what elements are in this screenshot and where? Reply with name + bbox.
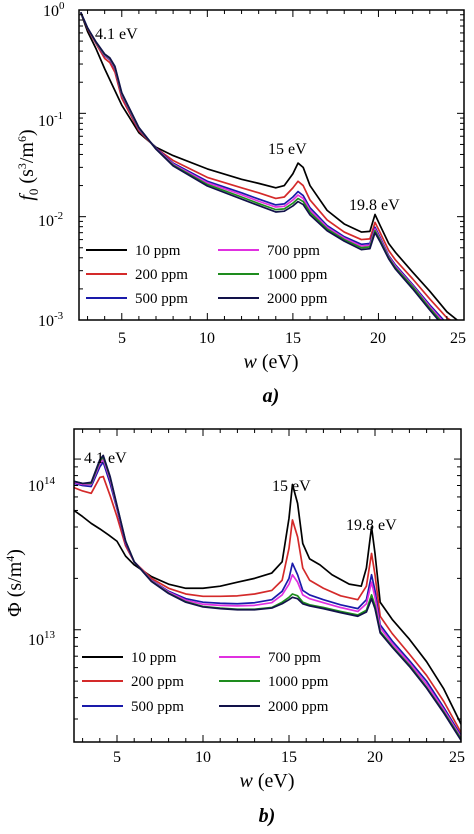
panel-a-legend: 10 ppm 200 ppm 500 ppm 700 ppm 1000 ppm … <box>86 243 328 307</box>
panel-a-label: a) <box>263 385 280 407</box>
panel-b-series-line-1000ppm <box>74 456 461 740</box>
panel-b-xtick-label-20: 20 <box>367 749 383 766</box>
panel-b-ticks <box>74 429 461 742</box>
panel-a-plot-frame <box>78 9 465 321</box>
panel-b-legend-label-200ppm: 200 ppm <box>131 674 184 690</box>
panel-b-xtick-label-25: 25 <box>449 749 465 766</box>
panel-b-legend-label-10ppm: 10 ppm <box>131 650 177 666</box>
panel-a-legend-label-500ppm: 500 ppm <box>135 291 188 307</box>
panel-a-ytick-label-1e-3: 10-3 <box>38 310 64 330</box>
panel-b-x-axis-title: w (eV) <box>240 770 295 792</box>
panel-b-series-line-500ppm <box>74 461 461 736</box>
panel-b-legend-label-2000ppm: 2000 ppm <box>268 699 329 715</box>
panel-b-curves <box>74 454 461 741</box>
panel-b-ytick-label-1e13: 1013 <box>28 629 56 649</box>
panel-a-ytick-label-1e-2: 10-2 <box>38 210 63 230</box>
panel-a-legend-label-10ppm: 10 ppm <box>135 243 181 259</box>
panel-a-annotation-19.8ev: 19.8 eV <box>349 197 400 214</box>
panel-a-xtick-label-10: 10 <box>199 330 215 347</box>
panel-b-plot-frame <box>73 428 462 743</box>
panel-a-legend-label-1000ppm: 1000 ppm <box>267 267 328 283</box>
panel-a-ytick-label-1e-1: 10-1 <box>38 110 63 130</box>
panel-a: 100 10-1 10-2 10-3 5 10 15 20 25 w (eV) … <box>15 0 466 407</box>
panel-a-xtick-label-20: 20 <box>370 330 386 347</box>
panel-a-annotation-15ev: 15 eV <box>268 141 307 158</box>
panel-a-xtick-label-5: 5 <box>118 330 126 347</box>
panel-a-xtick-label-15: 15 <box>285 330 301 347</box>
panel-a-series-line-200ppm <box>79 11 451 320</box>
panel-b-ytick-label-1e14: 1014 <box>28 475 56 495</box>
panel-b-annotation-19.8ev: 19.8 eV <box>346 517 397 534</box>
panel-b-legend: 10 ppm 200 ppm 500 ppm 700 ppm 1000 ppm … <box>82 650 329 715</box>
panel-a-annotation-4.1ev: 4.1 eV <box>95 26 138 43</box>
panel-a-x-axis-title: w (eV) <box>244 351 299 373</box>
panel-b-y-axis-title: Φ (s/m4) <box>3 549 26 617</box>
panel-b-legend-label-500ppm: 500 ppm <box>131 699 184 715</box>
panel-b-legend-label-1000ppm: 1000 ppm <box>268 674 329 690</box>
panel-b-xtick-label-15: 15 <box>281 749 297 766</box>
panel-a-series-line-2000ppm <box>79 11 439 320</box>
panel-b: 1014 1013 5 10 15 20 25 w (eV) Φ (s/m4) … <box>3 428 465 827</box>
panel-b-series-line-700ppm <box>74 458 461 738</box>
panel-a-xtick-label-25: 25 <box>450 330 466 347</box>
panel-b-series-line-2000ppm <box>74 454 461 741</box>
panel-b-xtick-label-10: 10 <box>195 749 211 766</box>
panel-b-legend-label-700ppm: 700 ppm <box>268 650 321 666</box>
panel-a-y-axis-title: f0 (s3/m6) <box>15 129 41 200</box>
panel-a-curves <box>79 11 458 320</box>
panel-b-annotation-4.1ev: 4.1 eV <box>84 450 127 467</box>
panel-a-series-line-10ppm <box>79 12 458 320</box>
panel-b-series-line-10ppm <box>74 483 461 725</box>
panel-b-xtick-label-5: 5 <box>113 749 121 766</box>
panel-b-label: b) <box>259 805 276 827</box>
panel-a-legend-label-2000ppm: 2000 ppm <box>267 291 328 307</box>
panel-b-series-line-200ppm <box>74 475 461 733</box>
panel-a-ytick-label-1e0: 100 <box>43 0 65 20</box>
panel-a-ticks <box>79 9 464 321</box>
panel-b-annotation-15ev: 15 eV <box>272 478 311 495</box>
panel-a-legend-label-200ppm: 200 ppm <box>135 267 188 283</box>
panel-a-legend-label-700ppm: 700 ppm <box>267 243 320 259</box>
